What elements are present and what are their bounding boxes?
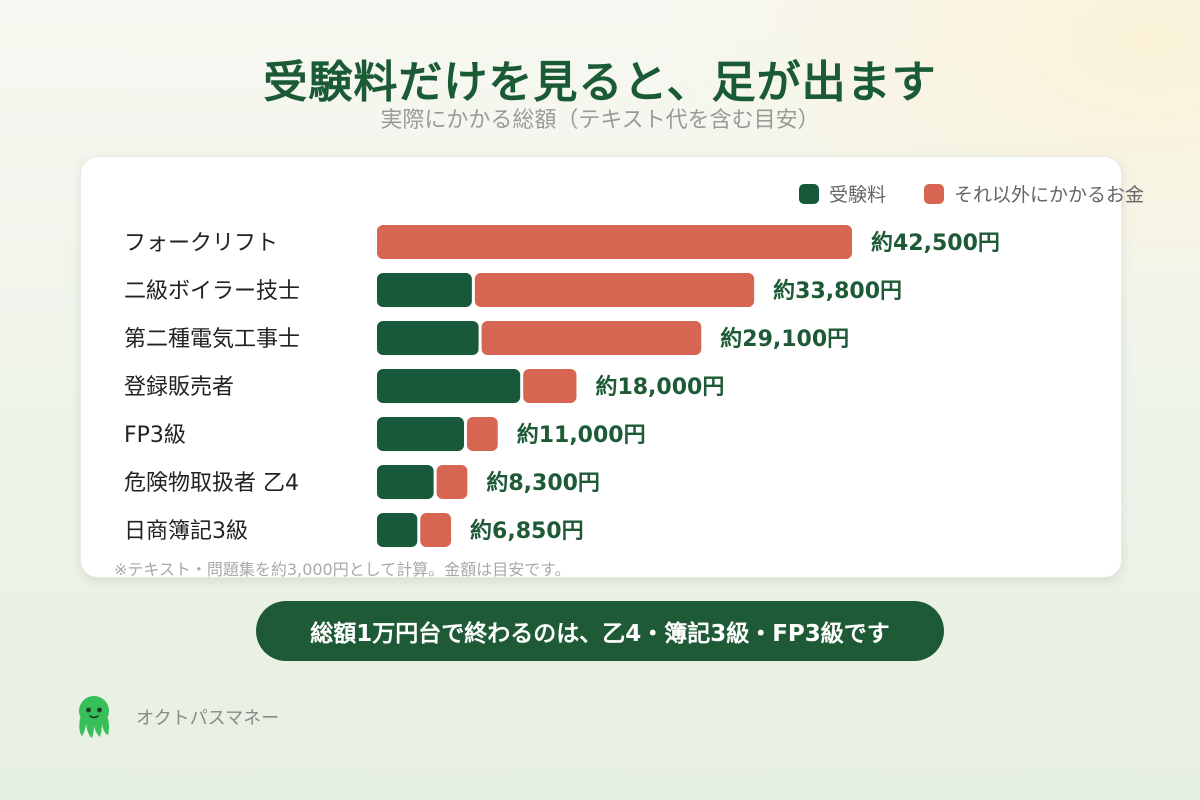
legend-item-exam-fee: 受験料: [798, 180, 886, 207]
category-label: 危険物取扱者 乙4: [124, 471, 299, 496]
bar-exam-fee: [377, 273, 472, 307]
bar-exam-fee: [377, 369, 521, 403]
bar-other-cost: [420, 513, 452, 547]
value-label: 約42,500円: [871, 230, 1000, 256]
value-label: 約8,300円: [486, 470, 600, 496]
page-subtitle: 実際にかかる総額（テキスト代を含む目安）: [380, 108, 820, 133]
bar-other-cost: [523, 369, 577, 403]
bar-other-cost: [474, 273, 755, 307]
bar-exam-fee: [377, 513, 418, 547]
bar-exam-fee: [377, 417, 464, 451]
octopus-icon: [79, 696, 109, 738]
brand-name: オクトパスマネー: [136, 708, 280, 729]
bar-other-cost: [436, 465, 468, 499]
value-label: 約11,000円: [517, 422, 646, 448]
category-label: フォークリフト: [124, 231, 278, 256]
legend-label-other-cost: それ以外にかかるお金: [953, 184, 1144, 206]
bar-exam-fee: [377, 465, 434, 499]
category-label: 二級ボイラー技士: [124, 279, 300, 304]
bar-other-cost: [481, 321, 702, 355]
bar-exam-fee: [377, 321, 479, 355]
summary-banner: 総額1万円台で終わるのは、乙4・簿記3級・FP3級です: [256, 601, 944, 661]
brand: オクトパスマネー: [72, 694, 279, 740]
value-label: 約29,100円: [720, 326, 849, 352]
category-label: 第二種電気工事士: [124, 327, 300, 352]
page-title: 受験料だけを見ると、足が出ます: [263, 57, 937, 108]
legend-swatch-other-cost: [923, 183, 944, 204]
category-label: FP3級: [124, 423, 186, 448]
bar-other-cost: [466, 417, 498, 451]
chart-legend: 受験料 それ以外にかかるお金: [761, 180, 1144, 207]
category-label: 日商簿記3級: [124, 519, 248, 544]
category-label: 登録販売者: [124, 375, 234, 400]
legend-label-exam-fee: 受験料: [828, 184, 886, 206]
value-label: 約33,800円: [773, 278, 902, 304]
footnote: ※テキスト・問題集を約3,000円として計算。金額は目安です。: [114, 560, 571, 579]
value-label: 約6,850円: [470, 518, 584, 544]
legend-swatch-exam-fee: [798, 183, 819, 204]
value-label: 約18,000円: [595, 374, 724, 400]
bar-other-cost: [377, 225, 852, 259]
legend-item-other-cost: それ以外にかかるお金: [923, 180, 1144, 207]
